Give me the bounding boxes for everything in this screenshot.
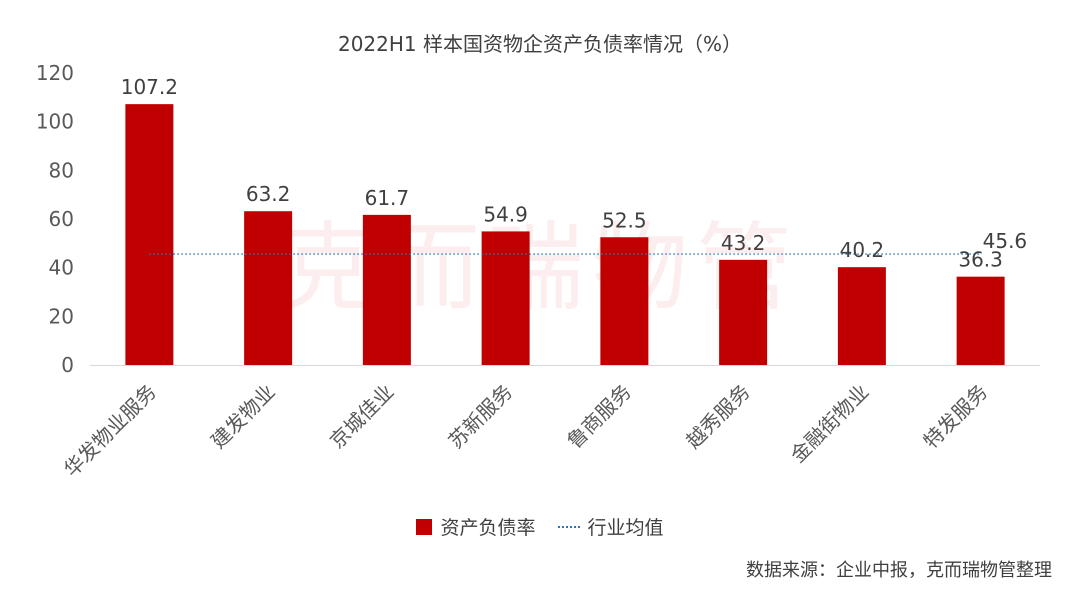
legend: 资产负债率 行业均值	[0, 513, 1080, 540]
chart-title: 2022H1 样本国资物企资产负债率情况（%）	[337, 32, 743, 56]
x-category-label: 华发物业服务	[59, 380, 161, 482]
x-category-label: 京城佳业	[325, 380, 399, 454]
legend-label-bar: 资产负债率	[440, 517, 536, 539]
x-category-label: 特发服务	[919, 380, 993, 454]
bar	[600, 237, 649, 365]
y-tick-label: 80	[49, 158, 74, 182]
bar	[244, 211, 293, 365]
bar-value-label: 54.9	[483, 202, 528, 226]
y-tick-label: 100	[36, 110, 74, 134]
bar-value-label: 52.5	[602, 208, 647, 232]
bar-value-label: 107.2	[121, 75, 178, 99]
x-axis-category-labels: 华发物业服务 建发物业 京城佳业 苏新服务 鲁商服务 越秀服务 金融街物业 特发服务	[59, 380, 992, 482]
bar	[956, 276, 1005, 365]
bars	[125, 104, 1005, 365]
bar	[125, 104, 174, 365]
source-note: 数据来源：企业中报，克而瑞物管整理	[746, 560, 1052, 581]
y-tick-label: 60	[49, 207, 74, 231]
bar	[362, 214, 411, 365]
average-line-label: 45.6	[983, 229, 1028, 253]
y-tick-label: 0	[61, 353, 74, 377]
x-category-label: 金融街物业	[786, 380, 874, 468]
y-tick-label: 20	[49, 304, 74, 328]
bar	[481, 231, 530, 365]
bar-value-label: 36.3	[958, 248, 1003, 272]
bar	[837, 267, 886, 365]
bar-value-label: 61.7	[365, 186, 410, 210]
bar	[719, 259, 768, 365]
bar-value-labels: 107.2 63.2 61.7 54.9 52.5 43.2 40.2 36.3	[121, 75, 1003, 272]
bar-value-label: 63.2	[246, 182, 291, 206]
legend-item-line: 行业均值	[557, 513, 664, 540]
x-category-label: 鲁商服务	[562, 380, 636, 454]
bar-value-label: 43.2	[721, 231, 766, 255]
x-category-label: 越秀服务	[681, 380, 755, 454]
y-tick-label: 40	[49, 256, 74, 280]
y-tick-label: 120	[36, 61, 74, 85]
legend-swatch-bar	[416, 518, 433, 535]
y-axis-ticks: 0 20 40 60 80 100 120	[36, 61, 74, 377]
legend-swatch-line	[557, 525, 580, 528]
x-category-label: 建发物业	[206, 380, 280, 454]
legend-label-line: 行业均值	[587, 517, 664, 539]
bar-value-label: 40.2	[840, 238, 885, 262]
legend-item-bar: 资产负债率	[416, 513, 536, 540]
x-category-label: 苏新服务	[444, 380, 518, 454]
